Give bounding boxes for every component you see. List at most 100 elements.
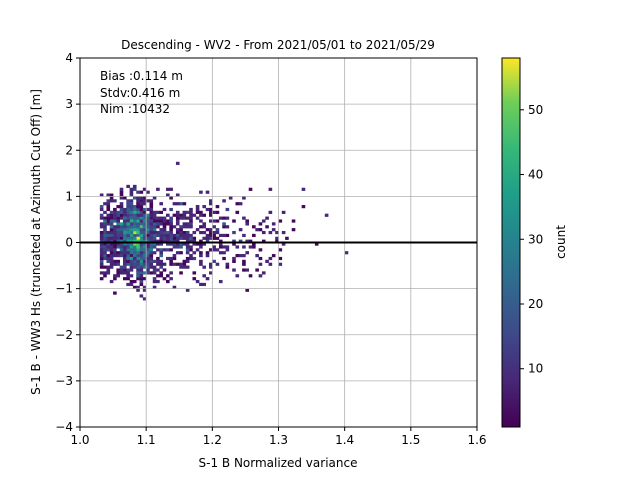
- heatmap-cell: [146, 265, 150, 269]
- heatmap-cell: [172, 202, 177, 206]
- heatmap-cell: [99, 245, 104, 249]
- heatmap-cell: [139, 233, 144, 238]
- heatmap-cell: [126, 262, 130, 266]
- heatmap-cell: [149, 251, 154, 255]
- heatmap-cell: [245, 239, 250, 243]
- heatmap-cell: [99, 265, 104, 269]
- heatmap-cell: [209, 202, 213, 206]
- heatmap-cell: [162, 262, 167, 266]
- heatmap-cell: [103, 225, 107, 229]
- heatmap-cell: [152, 230, 157, 235]
- heatmap-cell: [113, 274, 117, 278]
- heatmap-cell: [222, 222, 226, 226]
- heatmap-cell: [146, 233, 150, 238]
- heatmap-cell: [139, 239, 144, 243]
- heatmap-cell: [192, 277, 197, 281]
- y-tick-label: −3: [55, 374, 73, 388]
- x-axis-label: S-1 B Normalized variance: [199, 456, 358, 470]
- heatmap-cell: [225, 225, 230, 229]
- heatmap-cell: [275, 230, 279, 235]
- heatmap-cell: [149, 216, 154, 220]
- heatmap-cell: [126, 236, 130, 240]
- heatmap-cell: [99, 262, 104, 266]
- heatmap-cell: [225, 248, 230, 252]
- heatmap-cell: [113, 207, 117, 212]
- heatmap-cell: [146, 207, 150, 212]
- heatmap-cell: [238, 202, 243, 206]
- heatmap-cell: [169, 242, 173, 246]
- heatmap-cell: [166, 233, 170, 238]
- heatmap-cell: [169, 187, 173, 191]
- y-tick-label: −2: [55, 328, 73, 342]
- heatmap-cell: [156, 233, 160, 238]
- heatmap-cell: [106, 230, 111, 235]
- heatmap-cell: [232, 242, 236, 246]
- heatmap-cell: [159, 219, 164, 223]
- heatmap-cell: [109, 196, 114, 200]
- heatmap-cell: [172, 225, 177, 229]
- heatmap-cell: [159, 216, 164, 220]
- heatmap-cell: [136, 225, 140, 229]
- heatmap-cell: [132, 207, 137, 212]
- heatmap-cell: [182, 216, 187, 220]
- heatmap-cell: [139, 254, 144, 258]
- heatmap-cell: [156, 239, 160, 243]
- heatmap-cell: [139, 268, 144, 272]
- heatmap-cell: [271, 222, 276, 226]
- heatmap-cell: [129, 236, 134, 240]
- heatmap-cell: [258, 228, 263, 232]
- heatmap-cell: [129, 251, 134, 255]
- heatmap-cell: [212, 225, 216, 229]
- heatmap-cell: [209, 219, 213, 223]
- heatmap-cell: [139, 251, 144, 255]
- heatmap-cell: [212, 236, 216, 240]
- heatmap-cell: [152, 245, 157, 249]
- heatmap-cell: [179, 236, 183, 240]
- heatmap-cell: [212, 230, 216, 235]
- heatmap-cell: [205, 190, 210, 194]
- heatmap-cell: [129, 202, 134, 206]
- heatmap-cell: [185, 288, 190, 292]
- heatmap-cell: [222, 225, 226, 229]
- heatmap-cell: [119, 236, 124, 240]
- heatmap-cell: [166, 230, 170, 235]
- heatmap-cell: [268, 262, 273, 266]
- heatmap-cell: [195, 248, 200, 252]
- heatmap-cell: [314, 242, 319, 246]
- heatmap-cell: [185, 256, 190, 261]
- heatmap-cell: [152, 251, 157, 255]
- heatmap-cell: [123, 248, 127, 252]
- heatmap-cell: [103, 202, 107, 206]
- heatmap-cell: [103, 251, 107, 255]
- heatmap-cell: [113, 259, 117, 263]
- heatmap-cell: [205, 251, 210, 255]
- heatmap-cell: [142, 236, 147, 240]
- heatmap-cell: [179, 216, 183, 220]
- heatmap-cell: [185, 245, 190, 249]
- heatmap-cell: [179, 233, 183, 238]
- heatmap-cell: [146, 271, 150, 275]
- colorbar-tick-label: 50: [528, 103, 543, 117]
- heatmap-cell: [106, 233, 111, 238]
- heatmap-cell: [344, 251, 349, 255]
- heatmap-cell: [116, 268, 120, 272]
- heatmap-cell: [149, 236, 154, 240]
- heatmap-cell: [189, 245, 193, 249]
- heatmap-cell: [99, 216, 104, 220]
- heatmap-cell: [169, 196, 173, 200]
- heatmap-cell: [113, 233, 117, 238]
- heatmap-cell: [103, 245, 107, 249]
- heatmap-cell: [195, 279, 200, 284]
- heatmap-cell: [245, 219, 250, 223]
- heatmap-cell: [129, 259, 134, 263]
- heatmap-cell: [116, 271, 120, 275]
- heatmap-cell: [142, 199, 147, 203]
- heatmap-cell: [132, 248, 137, 252]
- heatmap-cell: [152, 216, 157, 220]
- heatmap-cell: [242, 216, 246, 220]
- heatmap-cell: [185, 242, 190, 246]
- heatmap-cell: [255, 268, 259, 272]
- heatmap-cell: [261, 271, 266, 275]
- heatmap-cell: [139, 256, 144, 261]
- heatmap-cell: [109, 225, 114, 229]
